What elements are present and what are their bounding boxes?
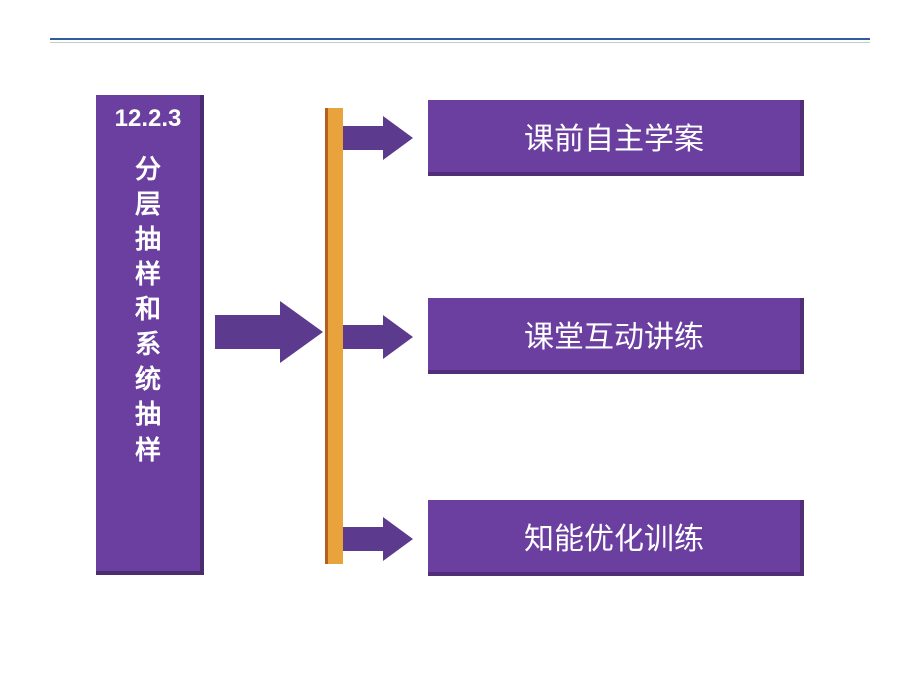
branch-arrow-icon (343, 312, 415, 362)
header-line-blue (50, 38, 870, 40)
title-char: 抽 (135, 222, 161, 257)
section-title-box: 12.2.3 分 层 抽 样 和 系 统 抽 样 (96, 95, 204, 575)
section-number: 12.2.3 (104, 105, 192, 134)
connector-bar (325, 108, 343, 564)
title-char: 系 (135, 327, 161, 362)
title-char: 样 (135, 257, 161, 292)
nav-item-label: 课前自主学案 (524, 114, 704, 158)
title-char: 分 (135, 152, 161, 187)
main-arrow-icon (215, 297, 325, 367)
title-char: 抽 (135, 397, 161, 432)
title-char: 样 (135, 433, 161, 468)
title-char: 统 (135, 362, 161, 397)
nav-item-box[interactable]: 课堂互动讲练 (428, 298, 804, 374)
header-line-gray (50, 42, 870, 43)
nav-item-box[interactable]: 知能优化训练 (428, 500, 804, 576)
title-char: 层 (135, 187, 161, 222)
branch-arrow-icon (343, 514, 415, 564)
header-divider (50, 38, 870, 43)
section-title-text: 分 层 抽 样 和 系 统 抽 样 (104, 152, 192, 468)
nav-item-box[interactable]: 课前自主学案 (428, 100, 804, 176)
nav-item-label: 课堂互动讲练 (524, 312, 704, 356)
branch-arrow-icon (343, 113, 415, 163)
title-char: 和 (135, 292, 161, 327)
nav-item-label: 知能优化训练 (524, 514, 704, 558)
